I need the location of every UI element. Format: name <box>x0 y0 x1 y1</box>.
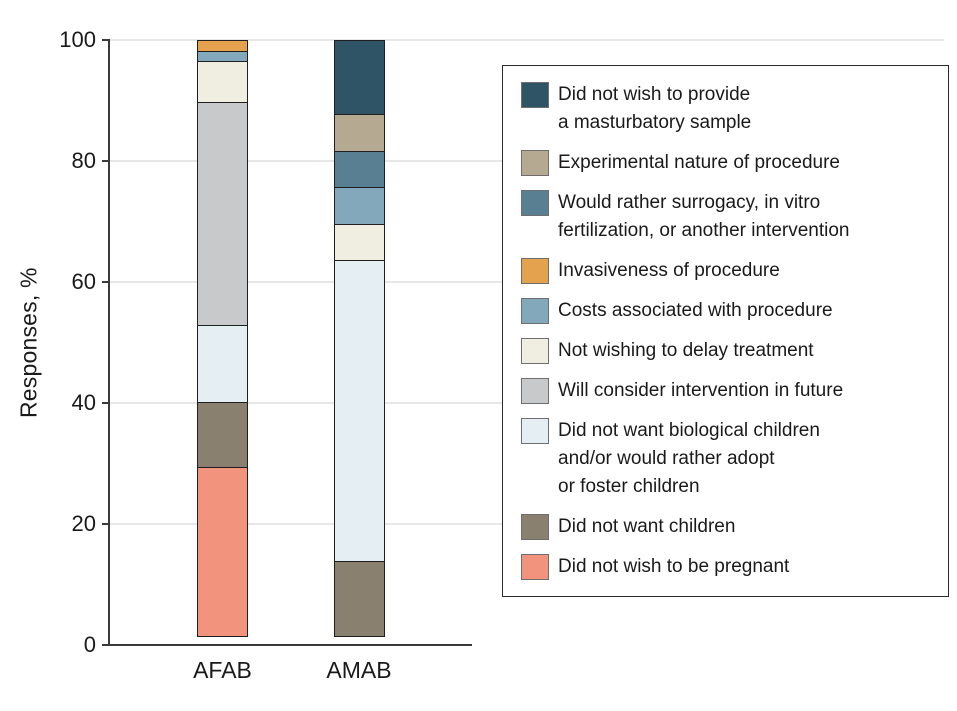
y-tick-40 <box>102 402 110 404</box>
bar-segment-amab-8 <box>333 561 385 637</box>
legend-item-8: Did not want children <box>521 513 934 541</box>
y-tick-60 <box>102 281 110 283</box>
legend-box: Did not wish to provide a masturbatory s… <box>502 65 949 597</box>
bar-segment-afab-5 <box>197 61 248 104</box>
bar-segment-amab-0 <box>333 40 385 116</box>
x-axis-baseline <box>108 644 472 646</box>
y-tick-label-100: 100 <box>59 27 96 52</box>
legend-swatch-0 <box>521 82 549 108</box>
legend-item-6: Will consider intervention in future <box>521 377 934 405</box>
gridline-100 <box>110 39 944 41</box>
legend-label-7: Did not want biological children and/or … <box>558 420 820 497</box>
y-axis-line <box>108 40 110 646</box>
legend-swatch-8 <box>521 514 549 540</box>
y-tick-label-80: 80 <box>71 148 96 173</box>
legend-swatch-5 <box>521 338 549 364</box>
legend-item-4: Costs associated with procedure <box>521 297 934 325</box>
legend-swatch-9 <box>521 554 549 580</box>
stacked-bar-amab <box>333 40 385 645</box>
x-axis-label-afab: AFAB <box>193 657 252 683</box>
legend-item-3: Invasiveness of procedure <box>521 257 934 285</box>
legend-label-3: Invasiveness of procedure <box>558 260 780 281</box>
legend-item-5: Not wishing to delay treatment <box>521 337 934 365</box>
legend-swatch-4 <box>521 298 549 324</box>
y-tick-0 <box>102 644 110 646</box>
legend-item-9: Did not wish to be pregnant <box>521 553 934 581</box>
y-tick-100 <box>102 39 110 41</box>
legend-swatch-2 <box>521 190 549 216</box>
legend-item-7: Did not want biological children and/or … <box>521 417 934 501</box>
bar-segment-afab-6 <box>197 102 248 327</box>
legend-item-1: Experimental nature of procedure <box>521 149 934 177</box>
legend-label-9: Did not wish to be pregnant <box>558 556 790 577</box>
y-tick-label-20: 20 <box>71 511 96 536</box>
stacked-bar-afab <box>197 40 248 645</box>
y-tick-label-0: 0 <box>83 632 96 657</box>
x-axis-label-amab: AMAB <box>326 657 392 683</box>
legend-label-4: Costs associated with procedure <box>558 300 833 321</box>
legend-label-8: Did not want children <box>558 516 736 537</box>
legend-swatch-6 <box>521 378 549 404</box>
bar-segment-amab-7 <box>333 259 385 563</box>
bar-segment-amab-2 <box>333 150 385 189</box>
legend-swatch-3 <box>521 258 549 284</box>
bar-segment-afab-9 <box>197 467 248 637</box>
legend-item-2: Would rather surrogacy, in vitro fertili… <box>521 189 934 245</box>
legend-swatch-7 <box>521 418 549 444</box>
y-tick-label-60: 60 <box>71 269 96 294</box>
legend-label-0: Did not wish to provide a masturbatory s… <box>558 84 752 133</box>
legend-item-0: Did not wish to provide a masturbatory s… <box>521 81 934 137</box>
legend-swatch-1 <box>521 150 549 176</box>
y-tick-label-40: 40 <box>71 390 96 415</box>
legend-label-2: Would rather surrogacy, in vitro fertili… <box>558 192 850 241</box>
legend-label-5: Not wishing to delay treatment <box>558 340 814 361</box>
legend-label-1: Experimental nature of procedure <box>558 152 840 173</box>
y-tick-80 <box>102 160 110 162</box>
y-tick-20 <box>102 523 110 525</box>
legend-label-6: Will consider intervention in future <box>558 380 844 401</box>
bar-segment-amab-4 <box>333 187 385 225</box>
